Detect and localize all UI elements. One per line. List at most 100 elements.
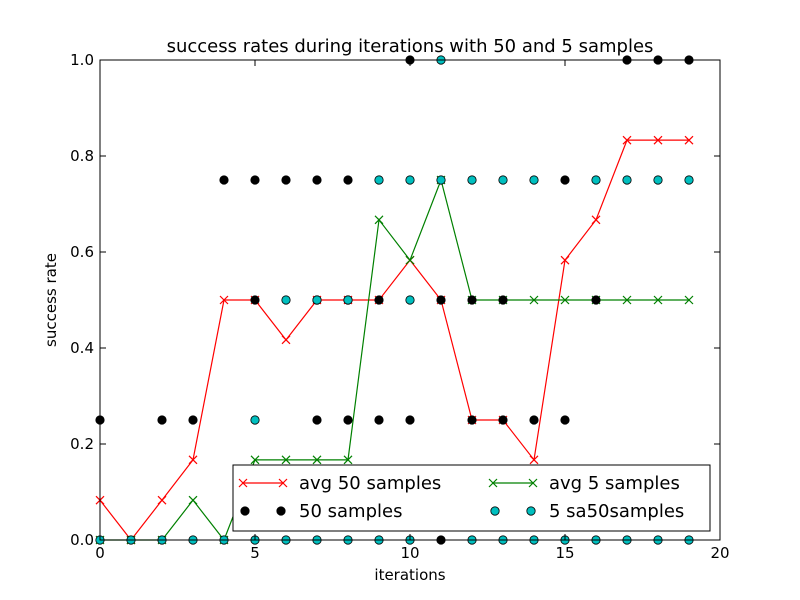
data-point-marker (560, 255, 570, 265)
data-point-dot (498, 175, 508, 185)
x-marker-stroke (529, 455, 539, 465)
x-marker-stroke (591, 215, 601, 225)
y-tick-label: 0.8 (70, 147, 94, 165)
data-point-dot (498, 415, 508, 425)
data-point-dot (250, 415, 260, 425)
data-point-dot (250, 175, 260, 185)
data-point-dot (622, 175, 632, 185)
x-marker-stroke (188, 495, 198, 505)
data-point-dot (343, 295, 353, 305)
series-2 (95, 55, 694, 545)
x-marker-stroke (529, 295, 539, 305)
x-marker-stroke (250, 455, 260, 465)
x-axis-label: iterations (374, 566, 445, 584)
x-marker-stroke (281, 335, 291, 345)
data-point-dot (312, 295, 322, 305)
x-marker-stroke (312, 455, 322, 465)
y-tick-label: 0.4 (70, 339, 94, 357)
series-line (99, 139, 689, 541)
data-point-dot (405, 295, 415, 305)
data-point-marker (157, 495, 167, 505)
data-point-dot (374, 175, 384, 185)
data-point-dot (343, 415, 353, 425)
x-marker-stroke (343, 455, 353, 465)
data-point-marker (684, 295, 694, 305)
legend-label: 5 sa50samples (549, 501, 684, 522)
x-tick-label: 0 (95, 544, 105, 562)
data-point-marker (405, 255, 415, 265)
x-marker-stroke (684, 135, 694, 145)
data-point-marker (622, 135, 632, 145)
x-marker-stroke (560, 295, 570, 305)
legend-dot (276, 506, 286, 516)
x-marker-stroke (488, 478, 498, 488)
x-marker-stroke (622, 295, 632, 305)
legend-marker (278, 478, 288, 488)
data-point-dot (281, 295, 291, 305)
data-point-marker (250, 455, 260, 465)
series-3 (95, 55, 694, 545)
data-point-marker (529, 295, 539, 305)
legend-item: avg 5 samples (488, 473, 680, 494)
data-point-dot (467, 415, 477, 425)
x-marker-stroke (653, 135, 663, 145)
data-point-marker (374, 215, 384, 225)
data-point-dot (188, 415, 198, 425)
legend-label: avg 5 samples (549, 473, 680, 494)
x-marker-stroke (188, 455, 198, 465)
data-point-dot (281, 175, 291, 185)
x-tick-label: 5 (250, 544, 260, 562)
data-point-dot (250, 295, 260, 305)
data-point-marker (591, 215, 601, 225)
data-point-dot (374, 295, 384, 305)
data-point-marker (653, 135, 663, 145)
data-point-marker (560, 295, 570, 305)
series-line (100, 178, 689, 542)
data-point-marker (281, 335, 291, 345)
data-point-dot (467, 295, 477, 305)
y-tick-label: 0.2 (70, 435, 94, 453)
x-marker-stroke (405, 255, 415, 265)
data-point-dot (591, 175, 601, 185)
data-point-marker (281, 455, 291, 465)
data-point-dot (529, 175, 539, 185)
data-point-marker (343, 455, 353, 465)
data-point-dot (436, 175, 446, 185)
data-point-dot (312, 175, 322, 185)
y-tick-label: 0.0 (70, 531, 94, 549)
x-marker-stroke (528, 478, 538, 488)
data-point-dot (405, 175, 415, 185)
data-point-marker (312, 455, 322, 465)
data-point-dot (560, 175, 570, 185)
data-point-dot (653, 175, 663, 185)
legend-dot (240, 506, 250, 516)
data-point-dot (312, 415, 322, 425)
chart-title: success rates during iterations with 50 … (167, 36, 654, 57)
x-marker-stroke (653, 295, 663, 305)
legend-dot (490, 506, 500, 516)
x-marker-stroke (374, 215, 384, 225)
plot-area: 0 5 10 15 20 0.0 0.2 0.4 0.6 0.8 1.0 (70, 51, 729, 562)
x-tick-label: 20 (710, 544, 729, 562)
data-point-marker (653, 295, 663, 305)
x-marker-stroke (278, 478, 288, 488)
data-point-dot (157, 415, 167, 425)
data-point-marker (188, 495, 198, 505)
legend-item: avg 50 samples (238, 473, 441, 494)
data-point-dot (343, 175, 353, 185)
x-marker-stroke (238, 478, 248, 488)
legend-item: 50 samples (240, 501, 402, 522)
legend-marker (528, 478, 538, 488)
data-point-marker (684, 135, 694, 145)
data-point-marker (219, 295, 229, 305)
data-point-dot (405, 415, 415, 425)
data-point-dot (591, 295, 601, 305)
x-tick-label: 15 (555, 544, 574, 562)
legend-box (232, 464, 711, 532)
x-marker-stroke (219, 295, 229, 305)
legend-marker (238, 478, 248, 488)
data-point-marker (529, 455, 539, 465)
data-point-marker (622, 295, 632, 305)
data-point-dot (560, 415, 570, 425)
